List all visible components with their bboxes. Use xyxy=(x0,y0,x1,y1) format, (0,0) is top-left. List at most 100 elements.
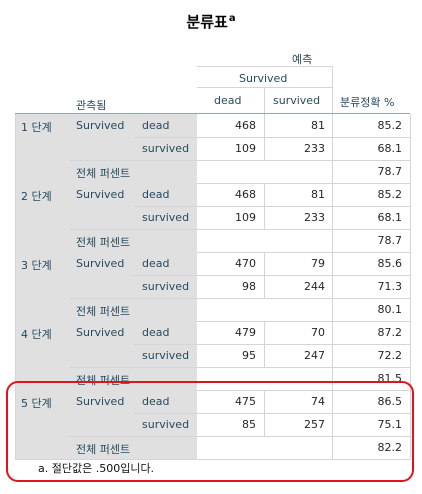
row-header-block xyxy=(15,390,197,459)
class-label: dead xyxy=(142,395,170,408)
table-title: 분류표a xyxy=(0,11,422,32)
cell-dead: 468 xyxy=(235,119,256,132)
cell-survived: 247 xyxy=(304,349,325,362)
header-observed: 관측됨 xyxy=(76,99,107,112)
col-rule xyxy=(264,321,265,367)
cell-overall: 80.1 xyxy=(377,303,403,316)
cell-survived: 257 xyxy=(304,418,325,431)
class-label: survived xyxy=(142,349,190,362)
row-header-block xyxy=(15,183,197,252)
col-rule xyxy=(332,114,333,183)
variable-label: Survived xyxy=(76,257,125,270)
cell-dead: 109 xyxy=(235,142,256,155)
cell-accuracy: 85.6 xyxy=(377,257,403,270)
header-bottom-rule xyxy=(15,113,410,114)
cell-accuracy: 85.2 xyxy=(377,119,403,132)
cell-dead: 475 xyxy=(235,395,256,408)
col-rule xyxy=(264,114,265,160)
class-label: survived xyxy=(142,211,190,224)
table-left-border xyxy=(15,114,16,459)
class-label: dead xyxy=(142,119,170,132)
header-col-survived: survived xyxy=(273,94,321,107)
class-label: dead xyxy=(142,188,170,201)
cell-survived: 74 xyxy=(311,395,325,408)
cell-accuracy: 72.2 xyxy=(377,349,403,362)
variable-label: Survived xyxy=(76,188,125,201)
cell-survived: 244 xyxy=(304,280,325,293)
cell-survived: 81 xyxy=(311,119,325,132)
cell-survived: 79 xyxy=(311,257,325,270)
variable-label: Survived xyxy=(76,326,125,339)
class-label: survived xyxy=(142,142,190,155)
cell-accuracy: 87.2 xyxy=(377,326,403,339)
cell-dead: 95 xyxy=(242,349,256,362)
block-rule xyxy=(15,252,410,253)
header-predicted: 예측 xyxy=(292,53,313,66)
step-label: 3 단계 xyxy=(21,259,52,272)
cell-dead: 109 xyxy=(235,211,256,224)
cell-overall: 78.7 xyxy=(377,234,403,247)
step-label: 1 단계 xyxy=(21,121,52,134)
table-right-border xyxy=(410,114,411,459)
row-rule xyxy=(134,344,410,345)
title-text: 분류표 xyxy=(186,13,228,31)
col-rule xyxy=(264,252,265,298)
class-label: survived xyxy=(142,280,190,293)
cell-overall: 82.2 xyxy=(377,441,403,454)
header-survived-group: Survived xyxy=(239,72,288,85)
row-rule xyxy=(70,298,410,299)
step-label: 4 단계 xyxy=(21,328,52,341)
header-col-dead: dead xyxy=(214,94,242,107)
col-rule xyxy=(264,183,265,229)
class-label: survived xyxy=(142,418,190,431)
cell-dead: 98 xyxy=(242,280,256,293)
variable-label: Survived xyxy=(76,119,125,132)
overall-label: 전체 퍼센트 xyxy=(76,443,131,456)
cell-accuracy: 68.1 xyxy=(377,142,403,155)
row-rule xyxy=(134,137,410,138)
cell-survived: 233 xyxy=(304,211,325,224)
block-rule xyxy=(15,459,410,460)
cell-accuracy: 86.5 xyxy=(377,395,403,408)
cell-survived: 233 xyxy=(304,142,325,155)
col-rule xyxy=(332,252,333,321)
title-superscript: a xyxy=(228,13,236,24)
col-rule xyxy=(332,183,333,252)
cell-dead: 468 xyxy=(235,188,256,201)
col-rule xyxy=(332,321,333,390)
cell-accuracy: 71.3 xyxy=(377,280,403,293)
block-rule xyxy=(15,390,410,391)
row-rule xyxy=(134,275,410,276)
variable-label: Survived xyxy=(76,395,125,408)
block-rule xyxy=(15,321,410,322)
row-rule xyxy=(70,160,410,161)
col-rule xyxy=(264,390,265,436)
header-vline-mid xyxy=(264,88,265,113)
overall-label: 전체 퍼센트 xyxy=(76,236,131,249)
block-rule xyxy=(15,183,410,184)
header-rule-predicted xyxy=(197,66,332,67)
highlight-box-step5 xyxy=(6,381,414,482)
row-rule xyxy=(134,413,410,414)
row-rule xyxy=(70,367,410,368)
overall-label: 전체 퍼센트 xyxy=(76,167,131,180)
row-rule xyxy=(134,206,410,207)
cell-dead: 470 xyxy=(235,257,256,270)
row-header-block xyxy=(15,321,197,390)
cell-overall: 78.7 xyxy=(377,165,403,178)
header-rule-group xyxy=(197,87,332,88)
header-col-accuracy: 분류정확 % xyxy=(340,96,395,109)
row-header-block xyxy=(15,114,197,183)
step-label: 5 단계 xyxy=(21,397,52,410)
footnote: a. 절단값은 .500입니다. xyxy=(38,462,155,475)
col-rule xyxy=(332,390,333,459)
cell-survived: 70 xyxy=(311,326,325,339)
cell-dead: 85 xyxy=(242,418,256,431)
cell-accuracy: 75.1 xyxy=(377,418,403,431)
class-label: dead xyxy=(142,257,170,270)
row-rule xyxy=(70,436,410,437)
overall-label: 전체 퍼센트 xyxy=(76,305,131,318)
header-vline-accuracy xyxy=(332,66,333,113)
cell-accuracy: 68.1 xyxy=(377,211,403,224)
class-label: dead xyxy=(142,326,170,339)
